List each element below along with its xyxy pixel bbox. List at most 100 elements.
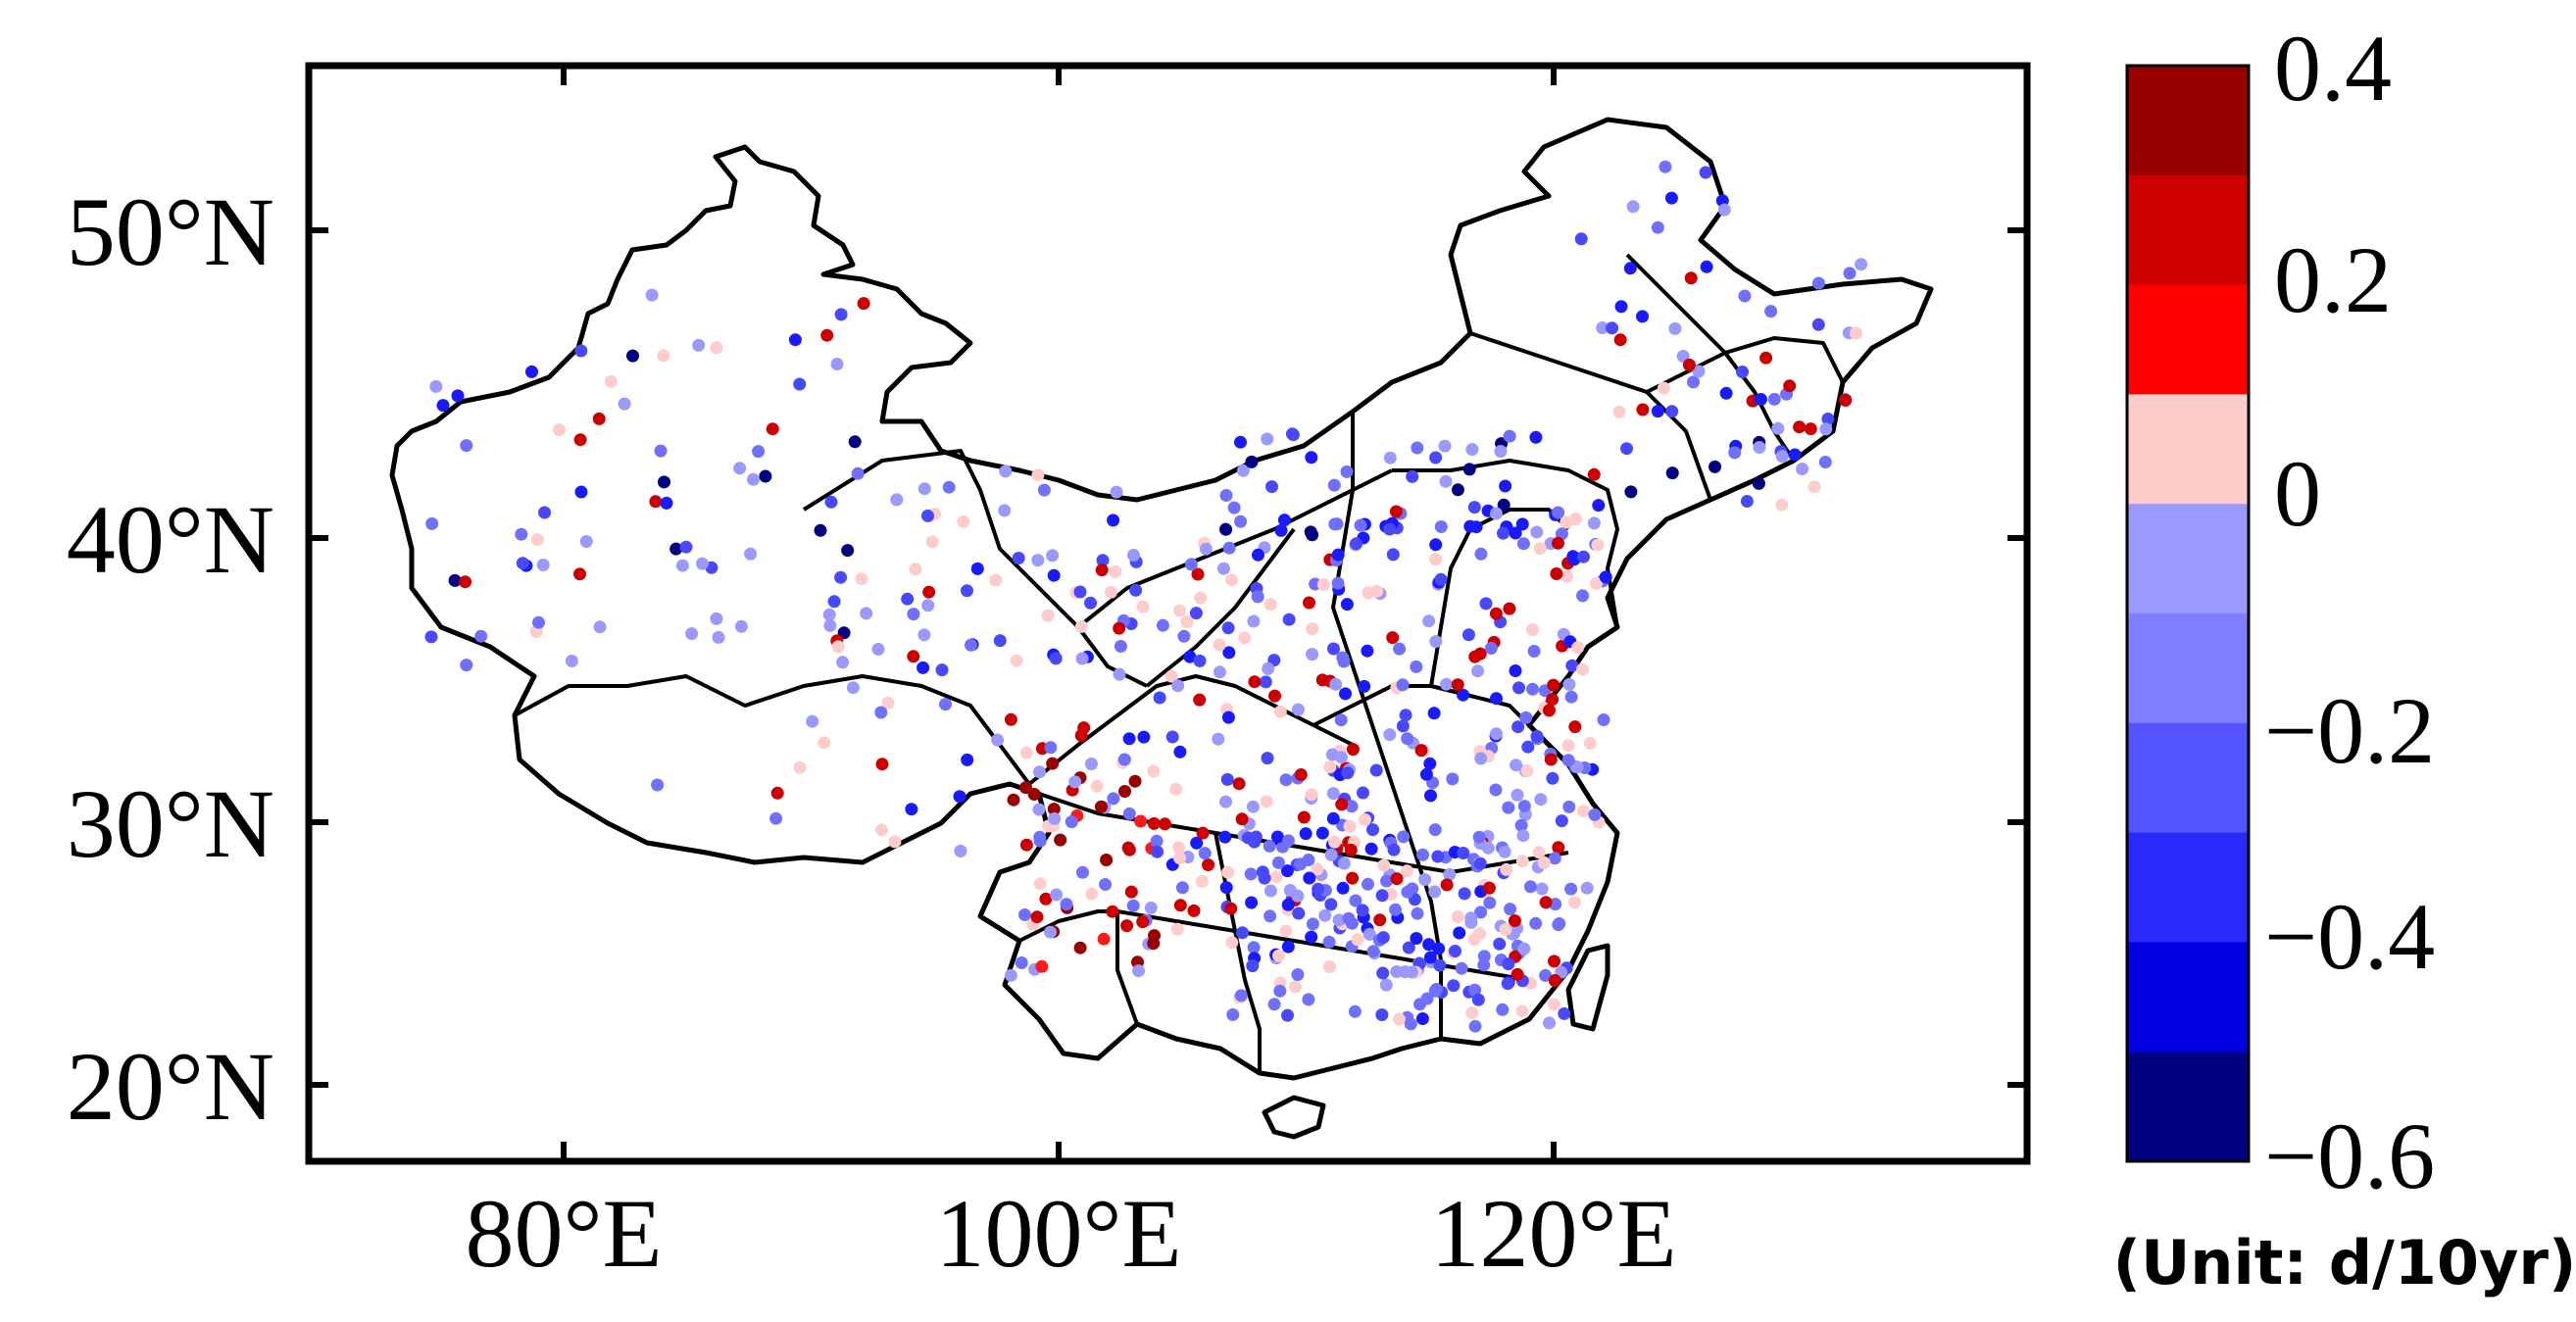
station-marker bbox=[1535, 882, 1549, 896]
station-marker bbox=[1473, 927, 1487, 941]
station-marker bbox=[1044, 741, 1058, 755]
station-marker bbox=[1202, 858, 1215, 871]
station-marker bbox=[769, 811, 783, 825]
station-marker bbox=[1339, 687, 1352, 701]
station-marker bbox=[1218, 830, 1232, 844]
station-marker bbox=[1510, 759, 1523, 772]
station-marker bbox=[1564, 882, 1578, 896]
station-marker bbox=[1451, 910, 1464, 923]
station-marker bbox=[1327, 478, 1341, 492]
station-marker bbox=[1312, 882, 1325, 896]
station-marker bbox=[1431, 850, 1445, 863]
station-marker bbox=[1263, 909, 1277, 923]
station-marker bbox=[1788, 448, 1802, 462]
station-marker bbox=[1821, 413, 1835, 425]
colorbar-segment bbox=[2127, 174, 2249, 286]
station-marker bbox=[1246, 959, 1260, 973]
station-marker bbox=[1263, 839, 1276, 853]
station-marker bbox=[1270, 830, 1284, 844]
colorbar-segment bbox=[2127, 942, 2249, 1053]
station-marker bbox=[1596, 321, 1610, 334]
station-marker bbox=[1588, 808, 1602, 821]
station-marker bbox=[1375, 1008, 1389, 1021]
station-marker bbox=[817, 736, 831, 750]
station-marker bbox=[1329, 677, 1343, 691]
station-marker bbox=[1121, 841, 1135, 855]
station-marker bbox=[1048, 811, 1062, 825]
station-marker bbox=[1346, 871, 1360, 885]
station-marker bbox=[1184, 558, 1198, 571]
station-marker bbox=[1238, 631, 1252, 645]
station-marker bbox=[1306, 528, 1319, 542]
station-marker bbox=[875, 758, 889, 771]
station-marker bbox=[766, 422, 779, 436]
station-marker bbox=[1490, 692, 1503, 706]
station-marker bbox=[1465, 443, 1479, 457]
station-marker bbox=[1246, 800, 1260, 813]
station-marker bbox=[1271, 856, 1285, 869]
station-marker bbox=[1281, 898, 1295, 911]
station-marker bbox=[1265, 480, 1278, 494]
station-marker bbox=[1033, 765, 1046, 779]
station-marker bbox=[917, 628, 931, 642]
station-marker bbox=[1401, 732, 1414, 746]
station-marker bbox=[1392, 1012, 1406, 1026]
station-marker bbox=[1501, 977, 1514, 991]
station-marker bbox=[1819, 422, 1833, 436]
station-marker bbox=[1552, 841, 1565, 855]
station-marker bbox=[806, 714, 819, 728]
station-marker bbox=[1187, 904, 1201, 917]
station-marker bbox=[1418, 873, 1432, 886]
station-marker bbox=[1383, 451, 1397, 465]
station-marker bbox=[1198, 847, 1212, 860]
station-marker bbox=[1100, 854, 1114, 866]
station-marker bbox=[1546, 771, 1560, 785]
station-marker bbox=[1216, 562, 1230, 575]
station-marker bbox=[1657, 381, 1670, 395]
station-marker bbox=[1256, 865, 1269, 879]
colorbar-segments bbox=[2127, 66, 2249, 1162]
station-marker bbox=[1659, 160, 1672, 173]
station-marker bbox=[1665, 405, 1679, 418]
station-marker bbox=[1818, 456, 1832, 468]
station-marker bbox=[1455, 961, 1468, 975]
station-marker bbox=[1474, 906, 1488, 919]
station-marker bbox=[1336, 881, 1350, 895]
station-marker bbox=[1479, 597, 1493, 611]
station-marker bbox=[1046, 757, 1060, 770]
station-marker bbox=[1173, 899, 1187, 912]
station-marker bbox=[1389, 903, 1403, 916]
station-marker bbox=[961, 584, 973, 598]
station-marker bbox=[1383, 728, 1397, 742]
station-marker bbox=[1537, 856, 1551, 869]
station-marker bbox=[1221, 710, 1235, 724]
station-marker bbox=[1236, 926, 1249, 940]
station-markers bbox=[424, 160, 1868, 1033]
station-marker bbox=[1305, 451, 1318, 465]
station-marker bbox=[1269, 870, 1283, 884]
y-tick-label-20n: 20°N bbox=[67, 1032, 274, 1141]
station-marker bbox=[1577, 550, 1590, 563]
station-marker bbox=[1277, 514, 1291, 527]
station-marker bbox=[957, 514, 970, 528]
station-marker bbox=[1316, 578, 1330, 591]
station-marker bbox=[1432, 942, 1446, 955]
station-marker bbox=[1474, 752, 1488, 765]
station-marker bbox=[1664, 191, 1678, 205]
station-marker bbox=[1109, 564, 1122, 578]
station-marker bbox=[1783, 379, 1797, 393]
station-marker bbox=[1263, 598, 1277, 612]
station-marker bbox=[1007, 793, 1020, 807]
station-marker bbox=[525, 365, 538, 378]
station-marker bbox=[1420, 992, 1434, 1005]
station-marker bbox=[1362, 877, 1374, 891]
station-marker bbox=[1362, 586, 1375, 600]
station-marker bbox=[1222, 646, 1236, 660]
station-marker bbox=[970, 562, 984, 575]
station-marker bbox=[1719, 386, 1733, 400]
station-marker bbox=[1171, 679, 1185, 693]
station-marker bbox=[1576, 662, 1590, 676]
station-marker bbox=[1682, 358, 1696, 371]
station-marker bbox=[1183, 650, 1197, 663]
station-marker bbox=[1754, 393, 1767, 406]
